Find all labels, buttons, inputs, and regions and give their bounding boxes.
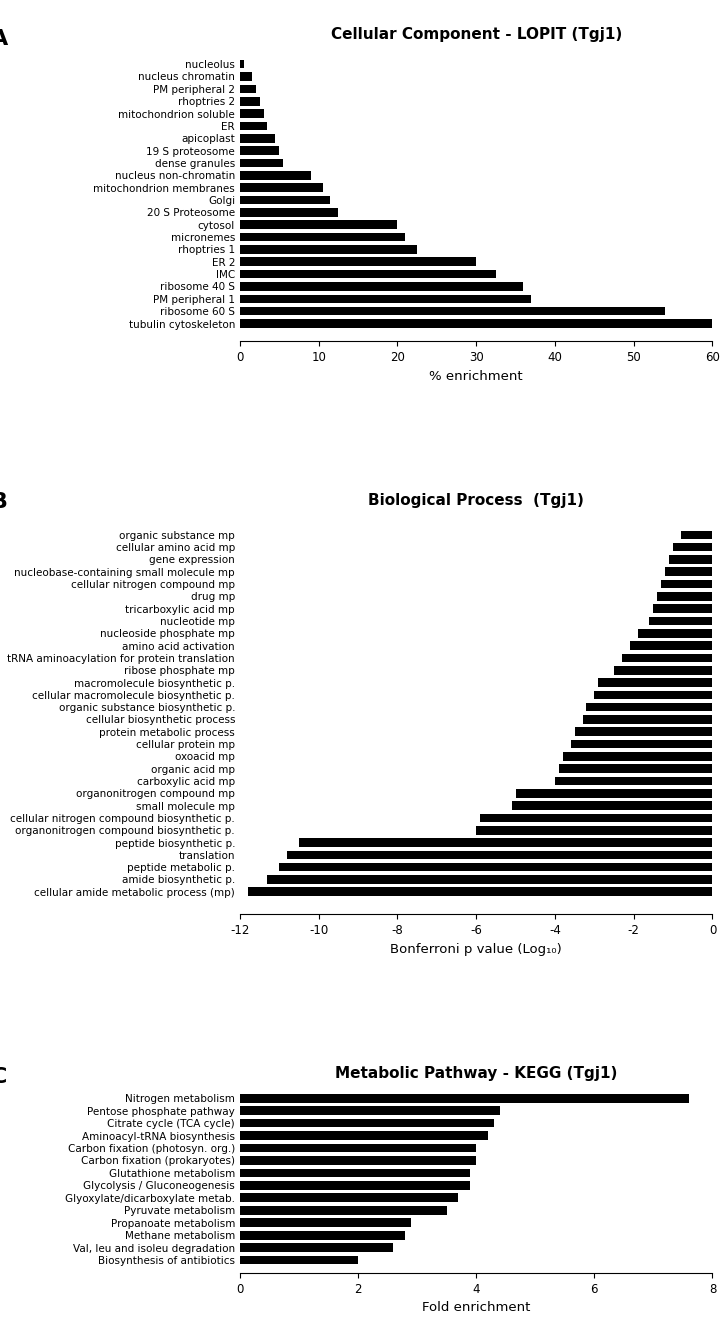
Bar: [240, 208, 338, 216]
Bar: [630, 642, 712, 650]
Bar: [240, 1219, 411, 1227]
Bar: [638, 629, 712, 638]
Bar: [240, 1094, 689, 1103]
Bar: [299, 838, 712, 847]
Bar: [240, 146, 279, 155]
Bar: [240, 1131, 488, 1140]
Bar: [240, 72, 252, 81]
Bar: [240, 109, 264, 118]
Bar: [476, 826, 712, 834]
Text: B: B: [0, 492, 7, 512]
Text: A: A: [0, 29, 8, 49]
Bar: [587, 703, 712, 712]
Bar: [240, 60, 244, 69]
Bar: [268, 875, 712, 883]
Bar: [669, 556, 712, 564]
Bar: [240, 183, 323, 192]
Bar: [240, 1119, 494, 1127]
Bar: [240, 1181, 470, 1189]
Bar: [662, 579, 712, 589]
Title: Biological Process  (Tgj1): Biological Process (Tgj1): [369, 493, 584, 508]
X-axis label: Fold enrichment: Fold enrichment: [422, 1301, 531, 1314]
Bar: [240, 97, 260, 106]
Bar: [287, 850, 712, 859]
Bar: [681, 530, 712, 540]
Bar: [279, 863, 712, 871]
Bar: [622, 654, 712, 662]
Bar: [240, 257, 476, 267]
Text: C: C: [0, 1066, 7, 1086]
Bar: [649, 617, 712, 626]
Bar: [665, 568, 712, 575]
Bar: [480, 814, 712, 822]
Bar: [240, 122, 268, 130]
Bar: [240, 1205, 446, 1215]
X-axis label: Bonferroni p value (Log₁₀): Bonferroni p value (Log₁₀): [390, 943, 562, 956]
Bar: [512, 801, 712, 810]
Bar: [559, 764, 712, 773]
Bar: [240, 85, 256, 93]
Bar: [240, 233, 406, 241]
Bar: [240, 134, 276, 143]
Bar: [240, 196, 331, 204]
Bar: [240, 320, 712, 328]
Bar: [555, 777, 712, 785]
Bar: [240, 220, 398, 229]
Bar: [240, 1143, 476, 1152]
Bar: [240, 1231, 406, 1240]
Bar: [240, 159, 284, 167]
Bar: [240, 171, 311, 179]
Bar: [240, 269, 496, 278]
Bar: [515, 789, 712, 798]
Bar: [563, 752, 712, 761]
Bar: [240, 1193, 459, 1203]
Bar: [657, 593, 712, 601]
Bar: [595, 691, 712, 699]
Bar: [240, 1156, 476, 1164]
Bar: [240, 1256, 358, 1265]
Bar: [240, 1168, 470, 1177]
Bar: [574, 728, 712, 736]
Bar: [248, 887, 712, 896]
Bar: [240, 306, 665, 316]
Bar: [673, 542, 712, 552]
Bar: [240, 282, 523, 290]
Title: Metabolic Pathway - KEGG (Tgj1): Metabolic Pathway - KEGG (Tgj1): [335, 1066, 617, 1082]
Bar: [598, 678, 712, 687]
Bar: [240, 245, 417, 253]
Bar: [240, 1106, 500, 1115]
Bar: [240, 1244, 393, 1252]
Bar: [571, 740, 712, 748]
Bar: [240, 294, 531, 304]
X-axis label: % enrichment: % enrichment: [430, 370, 523, 382]
Bar: [654, 605, 712, 613]
Title: Cellular Component - LOPIT (Tgj1): Cellular Component - LOPIT (Tgj1): [331, 28, 622, 42]
Bar: [582, 715, 712, 724]
Bar: [614, 666, 712, 675]
